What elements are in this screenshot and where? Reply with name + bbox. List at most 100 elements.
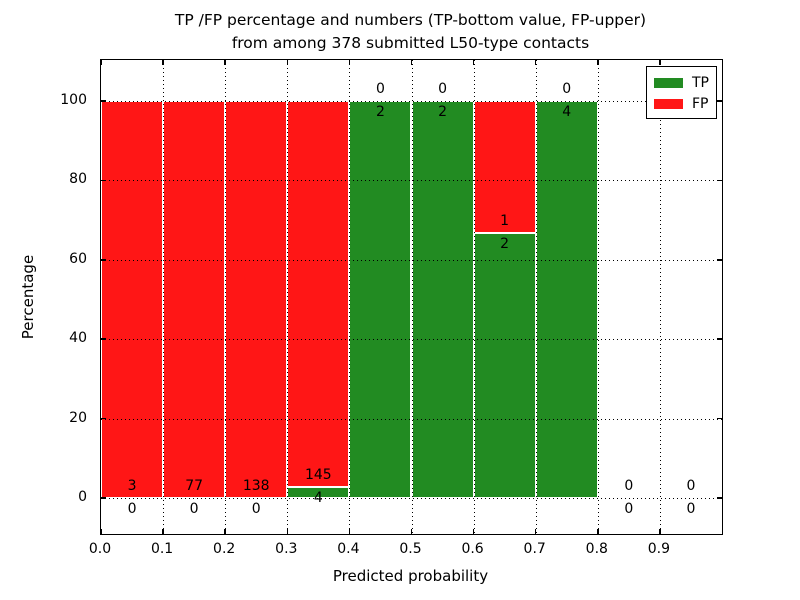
tick-mark (597, 529, 599, 534)
tick-mark (286, 60, 289, 65)
x-tick-label: 0.2 (213, 541, 236, 557)
tick-mark (717, 338, 722, 340)
tick-mark (410, 529, 413, 534)
legend-swatch-fp-icon (654, 98, 683, 109)
tick-mark (100, 60, 102, 65)
gridline-vertical (597, 60, 599, 534)
x-tick-label: 0.9 (647, 541, 671, 557)
tp-count-label: 4 (562, 104, 572, 120)
bar-tp-segment (411, 101, 474, 498)
y-tick-label: 80 (69, 171, 87, 188)
tp-count-label: 0 (189, 501, 199, 517)
tick-mark (472, 60, 475, 65)
tick-mark (162, 60, 164, 65)
x-tick-label: 0.4 (337, 541, 360, 557)
x-tick-label: 0.0 (88, 541, 112, 557)
gridline-vertical (659, 60, 661, 534)
fp-count-label: 77 (185, 478, 204, 494)
tick-mark (717, 497, 722, 499)
bar-fp-segment (225, 101, 288, 498)
gridline-vertical (411, 60, 413, 534)
tick-mark (100, 529, 102, 534)
tp-count-label: 0 (686, 501, 696, 517)
tick-mark (348, 60, 351, 65)
fp-count-label: 1 (500, 213, 510, 230)
tick-mark (101, 417, 106, 420)
tick-mark (286, 529, 289, 534)
tick-mark (534, 60, 537, 65)
tp-count-label: 4 (313, 490, 323, 507)
fp-count-label: 0 (438, 81, 447, 97)
fp-count-label: 0 (686, 478, 696, 494)
fp-count-label: 145 (304, 467, 332, 484)
gridline-vertical (163, 60, 165, 534)
bar-fp-segment (287, 101, 350, 488)
y-tick-label: 20 (69, 409, 87, 426)
bar-tp-segment (535, 101, 598, 498)
gridline-vertical (535, 60, 537, 534)
x-tick-label: 0.6 (461, 541, 484, 557)
legend-label-fp: FP (692, 95, 709, 112)
tick-mark (717, 417, 722, 420)
bar-tp-segment (349, 101, 412, 498)
tp-count-label: 2 (438, 104, 447, 120)
plot-area: TP FP 3 0 77 0 138 0 145 4 0 2 0 2 1 2 0 4 0 0 0 0 (100, 59, 723, 535)
y-tick-label: 100 (60, 92, 87, 108)
tick-mark (162, 529, 164, 534)
gridline-vertical (225, 60, 227, 534)
x-tick-label: 0.5 (399, 541, 422, 557)
chart-title-line2: from among 378 submitted L50-type contac… (231, 34, 590, 52)
tick-mark (101, 497, 106, 499)
legend-label-tp: TP (692, 74, 709, 91)
tick-mark (717, 179, 722, 182)
tick-mark (659, 60, 661, 65)
x-tick-label: 0.7 (523, 541, 546, 557)
x-tick-label: 0.1 (150, 541, 174, 557)
x-tick-label: 0.8 (585, 541, 608, 557)
gridline-vertical (287, 60, 289, 534)
fp-count-label: 0 (375, 81, 385, 97)
tick-mark (101, 338, 106, 340)
bar-tp-segment (473, 233, 536, 498)
legend: TP FP (646, 66, 717, 119)
tick-mark (534, 529, 537, 534)
tick-mark (348, 529, 351, 534)
tick-mark (597, 60, 599, 65)
tick-mark (410, 60, 413, 65)
gridline-vertical (349, 60, 351, 534)
tp-count-label: 0 (127, 501, 137, 517)
chart-title: TP /FP percentage and numbers (TP-bottom… (100, 9, 721, 55)
x-axis-label: Predicted probability (332, 567, 489, 585)
tick-mark (224, 529, 226, 534)
tick-mark (472, 529, 475, 534)
y-tick-label: 40 (69, 330, 87, 347)
tick-mark (717, 100, 722, 102)
legend-entry-tp: TP (654, 72, 716, 93)
y-axis-label: Percentage (19, 254, 37, 340)
tp-count-label: 2 (500, 236, 510, 253)
tick-mark (101, 259, 106, 261)
bar-fp-segment (473, 101, 536, 234)
tick-mark (224, 60, 226, 65)
x-tick-label: 0.3 (275, 541, 298, 557)
gridline-vertical (473, 60, 475, 534)
legend-entry-fp: FP (654, 93, 716, 114)
legend-swatch-tp-icon (654, 77, 683, 88)
tp-count-label: 0 (624, 501, 634, 517)
bar-fp-segment (101, 101, 164, 498)
fp-count-label: 138 (242, 478, 270, 494)
chart-title-line1: TP /FP percentage and numbers (TP-bottom… (174, 11, 647, 29)
bar-fp-segment (163, 101, 226, 498)
fp-count-label: 3 (127, 478, 137, 494)
tp-count-label: 2 (375, 104, 385, 120)
tp-count-label: 0 (251, 501, 261, 517)
fp-count-label: 0 (562, 81, 572, 97)
tick-mark (101, 100, 106, 102)
tick-mark (101, 179, 106, 182)
tick-mark (659, 529, 661, 534)
y-tick-label: 60 (69, 250, 87, 267)
tick-mark (717, 259, 722, 261)
y-tick-label: 0 (78, 489, 87, 505)
fp-count-label: 0 (624, 478, 634, 494)
